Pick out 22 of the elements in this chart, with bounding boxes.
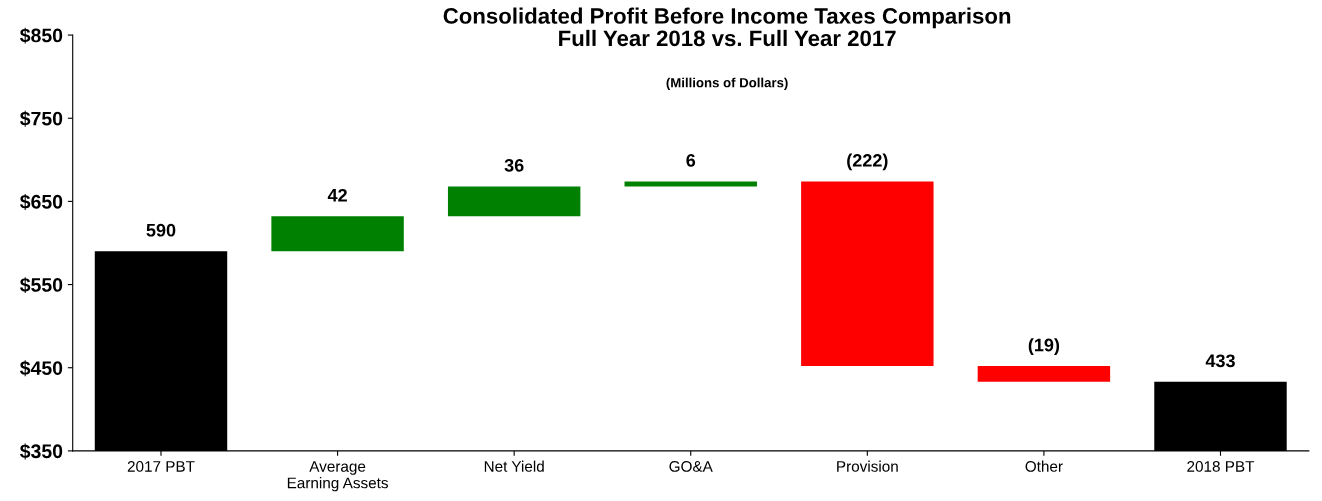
data-label: 42 xyxy=(327,188,347,202)
y-tick-label: $850 xyxy=(19,27,63,44)
data-label: 590 xyxy=(146,223,176,237)
y-tick-label: $650 xyxy=(19,194,63,210)
x-tick-label: 2018 PBT xyxy=(1187,461,1255,472)
x-tick-label: Other xyxy=(1025,460,1063,472)
data-label: 433 xyxy=(1205,354,1235,368)
y-tick-label: $350 xyxy=(19,443,63,460)
data-label: (222) xyxy=(847,153,888,171)
x-tick-label: Average Earning Assets xyxy=(287,461,388,492)
y-tick-label: $750 xyxy=(19,110,63,127)
x-tick-label: GO&A xyxy=(669,461,713,472)
text: (Millions of Dollars) xyxy=(666,77,788,90)
x-tick-label: 2017 PBT xyxy=(127,461,195,472)
x-tick-label: Provision xyxy=(837,460,898,472)
data-label: 36 xyxy=(504,158,524,172)
data-label: (19) xyxy=(1028,338,1060,355)
data-label: 6 xyxy=(686,153,696,167)
x-tick-label: Net Yield xyxy=(484,460,544,472)
chart-title: Consolidated Profit Before Income Taxes Comparison Full Year 2018 vs. Full Year 2017 xyxy=(443,7,1011,47)
y-tick-label: $450 xyxy=(19,360,63,377)
y-tick-label: $550 xyxy=(19,277,63,294)
